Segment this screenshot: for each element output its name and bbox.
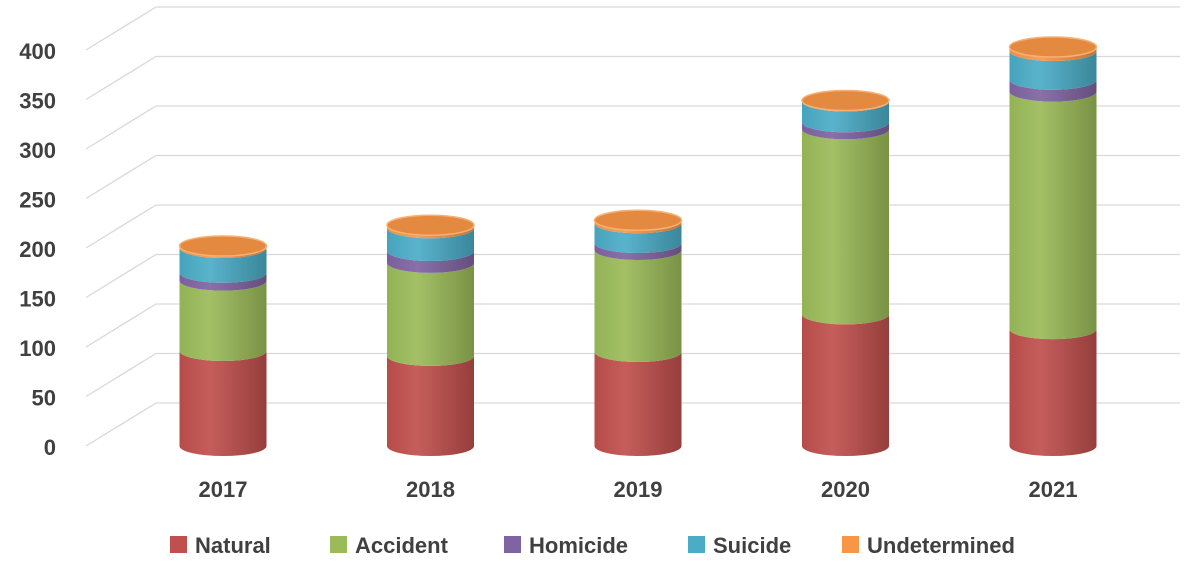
x-category-label: 2017 bbox=[199, 477, 248, 502]
bar-stack-2018 bbox=[386, 214, 475, 457]
bar-segment-suicide-2021 bbox=[1009, 50, 1097, 90]
y-tick-label: 250 bbox=[19, 188, 56, 213]
bar-top-cap-2021 bbox=[1008, 36, 1098, 58]
legend-item-homicide: Homicide bbox=[504, 533, 628, 558]
bar-segment-homicide-2018 bbox=[387, 250, 475, 273]
legend-label: Accident bbox=[355, 533, 449, 558]
bar-segment-accident-2019 bbox=[594, 249, 682, 362]
legend-swatch bbox=[842, 536, 859, 553]
legend-item-natural: Natural bbox=[170, 533, 271, 558]
y-tick-label: 100 bbox=[19, 336, 56, 361]
bar-top-cap-2017 bbox=[178, 235, 268, 257]
bar-segment-natural-2019 bbox=[594, 351, 682, 457]
bar-segment-accident-2021 bbox=[1009, 91, 1097, 340]
x-category-label: 2019 bbox=[614, 477, 663, 502]
bar-segment-natural-2018 bbox=[387, 355, 475, 457]
bar-segment-natural-2021 bbox=[1009, 329, 1097, 457]
x-axis-category-labels: 2017 2018 2019 2020 2021 bbox=[199, 477, 1078, 502]
gridlines bbox=[85, 6, 1180, 447]
gridline bbox=[85, 6, 1180, 51]
bar-segment-homicide-2017 bbox=[179, 272, 267, 291]
bar-stack-2021 bbox=[1008, 36, 1098, 457]
bar-segment-accident-2017 bbox=[179, 280, 267, 361]
y-tick-label: 350 bbox=[19, 89, 56, 114]
legend-swatch bbox=[330, 536, 347, 553]
bar-segment-undetermined-2021 bbox=[1009, 47, 1097, 61]
bar-segment-homicide-2021 bbox=[1009, 79, 1097, 102]
bar-segment-accident-2018 bbox=[387, 262, 475, 366]
bars bbox=[178, 36, 1098, 457]
bar-segment-suicide-2017 bbox=[179, 248, 267, 283]
legend-label: Natural bbox=[195, 533, 271, 558]
bar-segment-homicide-2020 bbox=[802, 122, 889, 140]
y-tick-label: 300 bbox=[19, 138, 56, 163]
y-tick-label: 50 bbox=[32, 386, 56, 411]
bar-top-cap-2020 bbox=[801, 89, 890, 112]
bar-stack-2019 bbox=[593, 209, 683, 457]
legend-item-accident: Accident bbox=[330, 533, 449, 558]
legend-swatch bbox=[688, 536, 705, 553]
bar-segment-accident-2020 bbox=[802, 129, 889, 325]
bar-segment-natural-2020 bbox=[802, 314, 889, 457]
y-tick-label: 400 bbox=[19, 39, 56, 64]
x-category-label: 2021 bbox=[1029, 477, 1078, 502]
y-axis-tick-labels: 0 50 100 150 200 250 300 350 400 bbox=[19, 39, 56, 460]
bar-segment-natural-2017 bbox=[179, 350, 267, 457]
y-tick-label: 150 bbox=[19, 287, 56, 312]
y-tick-label: 0 bbox=[44, 435, 56, 460]
bar-segment-undetermined-2019 bbox=[594, 220, 682, 234]
bar-stack-2020 bbox=[801, 89, 890, 457]
legend-swatch bbox=[504, 536, 521, 553]
bar-top-cap-2019 bbox=[593, 209, 683, 232]
y-tick-label: 200 bbox=[19, 237, 56, 262]
legend-label: Undetermined bbox=[867, 533, 1015, 558]
legend-swatch bbox=[170, 536, 187, 553]
bar-segment-suicide-2019 bbox=[594, 223, 682, 254]
x-category-label: 2020 bbox=[821, 477, 870, 502]
legend-item-undetermined: Undetermined bbox=[842, 533, 1015, 558]
bar-stack-2017 bbox=[178, 235, 268, 457]
bar-top-cap-2018 bbox=[386, 214, 475, 236]
bar-segment-suicide-2020 bbox=[802, 101, 889, 133]
x-category-label: 2018 bbox=[406, 477, 455, 502]
bar-segment-undetermined-2018 bbox=[387, 225, 475, 239]
bar-segment-homicide-2019 bbox=[594, 243, 682, 260]
legend-label: Suicide bbox=[713, 533, 791, 558]
gridline bbox=[85, 55, 1180, 101]
legend: Natural Accident Homicide Suicide Undetermin… bbox=[170, 533, 1015, 558]
legend-label: Homicide bbox=[529, 533, 628, 558]
bar-segment-suicide-2018 bbox=[387, 228, 475, 261]
legend-item-suicide: Suicide bbox=[688, 533, 791, 558]
